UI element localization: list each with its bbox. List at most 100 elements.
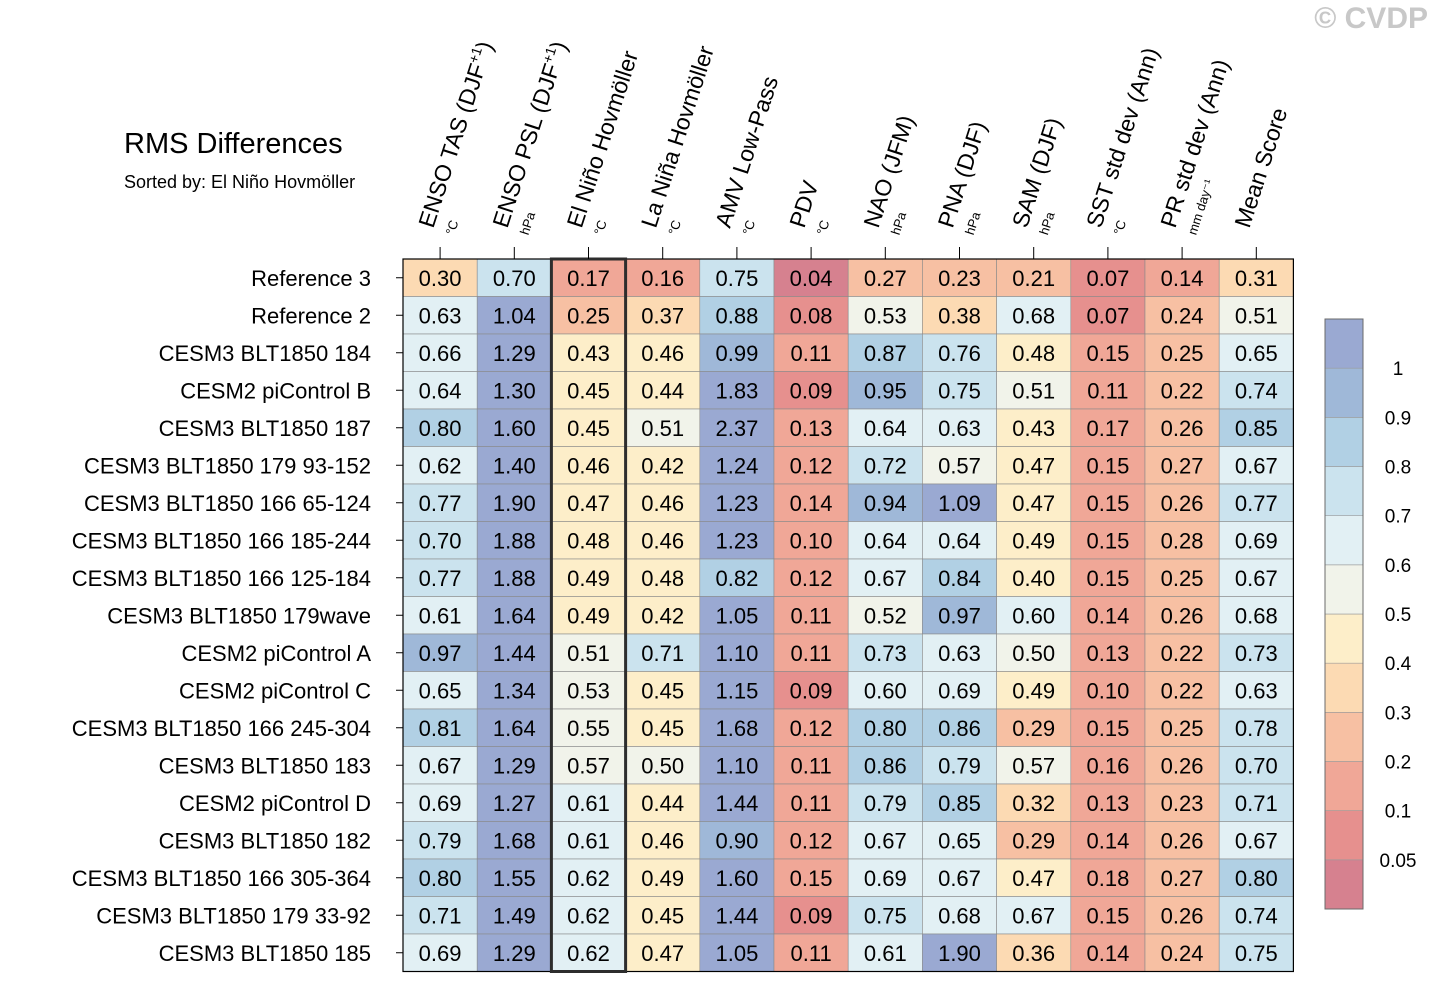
heatmap-cell [699,858,775,897]
heatmap-cell [847,483,923,522]
heatmap-cell [996,446,1072,485]
cell-value: 0.48 [641,566,684,591]
cell-value: 0.71 [1235,791,1278,816]
heatmap-cell [1144,821,1220,860]
cell-value: 0.40 [1012,566,1055,591]
heatmap-cell [476,333,552,372]
heatmap-cell [476,708,552,747]
cell-value: 0.68 [938,903,981,928]
heatmap-cell [1070,521,1146,560]
column-unit: hPa [962,209,984,236]
cell-value: 0.46 [641,491,684,516]
colorbar-tick-label: 0.4 [1385,654,1412,675]
cell-value: 2.37 [715,416,758,441]
heatmap-cell [847,296,923,335]
cell-value: 0.27 [1161,866,1204,891]
colorbar-band [1324,662,1364,713]
cell-value: 0.70 [493,266,536,291]
cell-value: 1.90 [938,941,981,966]
cell-value: 0.48 [1012,341,1055,366]
heatmap-cell [625,371,701,410]
cell-value: 0.75 [715,266,758,291]
cell-value: 0.37 [641,303,684,328]
watermark: © CVDP [1314,2,1428,35]
cell-value: 0.14 [1086,603,1129,628]
heatmap-cell [476,783,552,822]
cell-value: 0.15 [1086,566,1129,591]
heatmap-cell [922,521,997,560]
cell-value: 0.49 [641,866,684,891]
heatmap-cell [551,783,626,822]
row-label: CESM3 BLT1850 166 305-364 [72,866,371,891]
cell-value: 0.74 [1235,378,1278,403]
cell-value: 1.23 [715,491,758,516]
cell-value: 0.61 [864,941,907,966]
cell-value: 0.14 [790,491,833,516]
cell-value: 0.79 [938,753,981,778]
heatmap-cell [847,371,923,410]
heatmap-cell [922,258,997,297]
heatmap-cell [551,933,626,972]
cell-value: 0.47 [1012,453,1055,478]
cell-value: 0.15 [1086,491,1129,516]
heatmap-cell [1218,483,1294,522]
cell-value: 1.49 [493,903,536,928]
heatmap-cell [773,333,849,372]
cell-value: 0.42 [641,603,684,628]
heatmap-cell [1144,483,1220,522]
cell-value: 1.44 [715,791,758,816]
cell-value: 0.77 [419,566,462,591]
row-label: CESM3 BLT1850 166 125-184 [72,566,371,591]
heatmap-cell [476,671,552,710]
cell-value: 0.07 [1086,266,1129,291]
cell-value: 0.51 [1012,378,1055,403]
heatmap-cell [1144,446,1220,485]
heatmap-cell [847,446,923,485]
colorbar-band [1324,613,1364,664]
heatmap-cell [773,596,849,635]
heatmap-cell [922,371,997,410]
heatmap-cell [996,783,1072,822]
cell-value: 0.25 [1161,566,1204,591]
cell-value: 0.16 [1086,753,1129,778]
column-header: Mean Score [1229,105,1292,231]
heatmap-cell [1070,371,1146,410]
heatmap-cell [1144,896,1220,935]
heatmap-cell [699,296,775,335]
cell-value: 0.46 [567,453,610,478]
cell-value: 0.11 [791,341,832,366]
cell-value: 0.08 [790,303,833,328]
row-label: CESM3 BLT1850 166 65-124 [84,491,371,516]
heatmap-cell [1070,633,1146,672]
colorbar-band [1324,367,1364,418]
cell-value: 0.13 [790,416,833,441]
heatmap-cell [402,746,478,785]
cell-value: 0.24 [1161,303,1204,328]
cell-value: 0.25 [567,303,610,328]
heatmap-cell [996,408,1072,447]
heatmap-cell [625,933,701,972]
heatmap-cell [402,483,478,522]
cell-value: 0.49 [1012,528,1055,553]
heatmap-cell [699,483,775,522]
cell-value: 0.66 [419,341,462,366]
cell-value: 0.68 [1235,603,1278,628]
heatmap-cell [1218,408,1294,447]
cell-value: 0.53 [567,678,610,703]
heatmap-cell [1218,708,1294,747]
heatmap-cell [402,333,478,372]
cell-value: 0.25 [1161,341,1204,366]
column-unit: hPa [888,209,910,236]
column-label: Mean Score [1229,105,1292,231]
cell-value: 0.26 [1161,753,1204,778]
cell-value: 0.13 [1086,791,1129,816]
cell-value: 0.43 [567,341,610,366]
cell-value: 1.44 [715,903,758,928]
heatmap-cell [922,296,997,335]
heatmap-cell [847,896,923,935]
cell-value: 0.62 [567,903,610,928]
cell-value: 0.97 [419,641,462,666]
colorbar-border [1324,318,1364,910]
cell-value: 0.85 [938,791,981,816]
column-label: ENSO TAS (DJF+1) [412,38,498,231]
